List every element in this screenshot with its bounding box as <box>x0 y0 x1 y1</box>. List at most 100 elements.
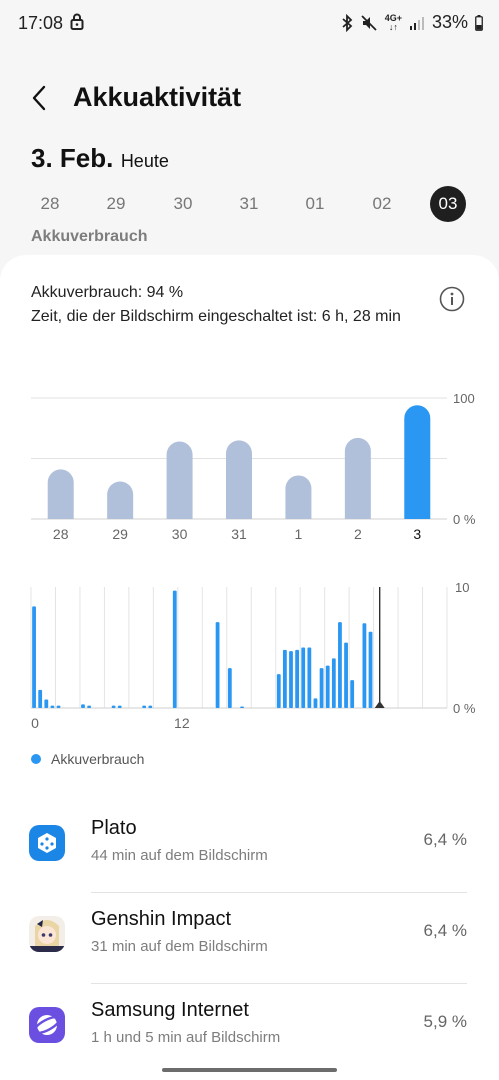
hourly-bar <box>50 705 55 708</box>
hourly-bar <box>81 704 85 708</box>
back-button[interactable] <box>22 80 58 116</box>
hourly-bar <box>142 705 147 708</box>
genshin-impact-app-icon <box>29 916 65 952</box>
hourly-bar <box>295 649 300 708</box>
samsung-internet-app-icon <box>29 1007 65 1043</box>
hourly-bar <box>344 642 348 708</box>
hourly-usage-chart: 10 0 % 0 12 <box>30 580 476 731</box>
y-tick-label: 100 <box>453 391 475 406</box>
x-tick-label: 29 <box>112 526 128 542</box>
app-row[interactable]: Genshin Impact 31 min auf dem Bildschirm 6… <box>0 894 499 984</box>
app-battery-percentage: 6,4 % <box>423 830 467 849</box>
chart-legend: Akkuverbrauch <box>31 751 144 767</box>
date-main: 3. Feb. <box>31 143 114 173</box>
lock-icon <box>70 13 84 36</box>
x-tick-label: 2 <box>354 526 362 542</box>
page-title: Akkuaktivität <box>73 82 242 112</box>
signal-icon <box>409 15 425 31</box>
app-screen-time: 44 min auf dem Bildschirm <box>91 847 268 864</box>
hourly-bar <box>240 706 244 708</box>
app-name: Plato <box>91 817 137 839</box>
screen-time-summary: Zeit, die der Bildschirm eingeschaltet i… <box>31 308 401 325</box>
hourly-bar <box>289 651 293 708</box>
app-name: Samsung Internet <box>91 999 249 1021</box>
hourly-bar <box>32 606 36 708</box>
daily-bar-3[interactable] <box>404 405 431 519</box>
hourly-bar <box>111 705 116 708</box>
daily-bar-1[interactable] <box>285 475 312 519</box>
hourly-bar <box>282 649 287 708</box>
hourly-bar <box>227 668 232 708</box>
day-03[interactable]: 03 <box>430 186 466 222</box>
daily-bar-31[interactable] <box>226 440 252 519</box>
current-time-triangle <box>374 701 385 708</box>
divider <box>91 983 467 984</box>
hourly-bar <box>338 622 342 708</box>
app-battery-percentage: 6,4 % <box>423 921 467 940</box>
info-icon[interactable] <box>439 286 465 317</box>
x-tick-label: 28 <box>53 526 69 542</box>
y-tick-label: 0 % <box>453 512 476 527</box>
chevron-left-icon <box>32 85 46 111</box>
hourly-bar <box>319 668 324 708</box>
hourly-bar <box>172 590 177 708</box>
hourly-bar <box>325 665 330 708</box>
day-02[interactable]: 02 <box>372 194 392 213</box>
x-tick-label: 1 <box>295 526 303 542</box>
hourly-bar <box>44 699 49 708</box>
daily-usage-chart: 100 0 % 28 29 30 31 1 2 3 <box>31 391 476 542</box>
app-screen-time: 31 min auf dem Bildschirm <box>91 938 268 955</box>
header: Akkuaktivität <box>0 72 499 124</box>
app-row[interactable]: Samsung Internet 1 h und 5 min auf Bildsc… <box>0 985 499 1075</box>
hourly-bar <box>117 705 122 708</box>
daily-bar-28[interactable] <box>47 469 74 519</box>
divider <box>91 892 467 893</box>
y-tick-label: 0 % <box>453 701 476 716</box>
day-30[interactable]: 30 <box>173 194 193 213</box>
hourly-bar <box>276 674 281 708</box>
hourly-bar <box>301 647 306 708</box>
daily-bar-2[interactable] <box>344 437 371 519</box>
x-tick-label: 0 <box>31 715 39 731</box>
date-sub: Heute <box>120 151 169 171</box>
app-battery-percentage: 5,9 % <box>423 1012 467 1031</box>
app-screen-time: 1 h und 5 min auf Bildschirm <box>91 1029 281 1046</box>
status-bar: 17:08 4G+ ↓↑ 33% <box>0 0 499 48</box>
usage-summary: Akkuverbrauch: 94 % <box>31 284 184 301</box>
plato-app-icon <box>29 825 65 861</box>
hourly-bar <box>368 631 373 708</box>
app-row[interactable]: Plato 44 min auf dem Bildschirm 6,4 % <box>0 803 499 893</box>
status-time: 17:08 <box>18 13 64 33</box>
section-label: Akkuverbrauch <box>31 228 148 245</box>
hourly-bar <box>313 698 318 708</box>
hourly-bar <box>56 705 61 708</box>
date-heading: 3. Feb. Heute <box>31 143 169 174</box>
hourly-bar <box>362 623 367 708</box>
day-selector: 28 29 30 31 01 02 03 <box>17 186 483 224</box>
navigation-handle[interactable] <box>162 1068 337 1072</box>
day-29[interactable]: 29 <box>106 194 126 213</box>
hourly-bar <box>148 705 153 708</box>
x-tick-label: 30 <box>172 526 188 542</box>
x-tick-label: 3 <box>413 526 421 542</box>
battery-icon <box>475 14 483 31</box>
y-tick-label: 10 <box>455 580 469 595</box>
hourly-bar <box>38 689 43 708</box>
hourly-bar <box>350 680 355 708</box>
day-31[interactable]: 31 <box>239 194 259 213</box>
network-type-icon: 4G+ ↓↑ <box>384 12 402 32</box>
hourly-bar <box>331 658 336 708</box>
daily-bar-30[interactable] <box>166 441 193 519</box>
hourly-bar <box>87 705 92 708</box>
battery-percentage: 33% <box>431 12 468 32</box>
day-28[interactable]: 28 <box>40 194 60 213</box>
daily-bar-29[interactable] <box>107 481 134 519</box>
mute-icon <box>360 14 378 32</box>
day-01[interactable]: 01 <box>305 194 325 213</box>
app-name: Genshin Impact <box>91 908 232 930</box>
legend-label: Akkuverbrauch <box>51 751 145 767</box>
network-type-label: 4G+ <box>384 12 402 23</box>
hourly-bar <box>215 622 220 708</box>
hourly-bar <box>307 647 312 708</box>
x-tick-label: 12 <box>174 715 190 731</box>
